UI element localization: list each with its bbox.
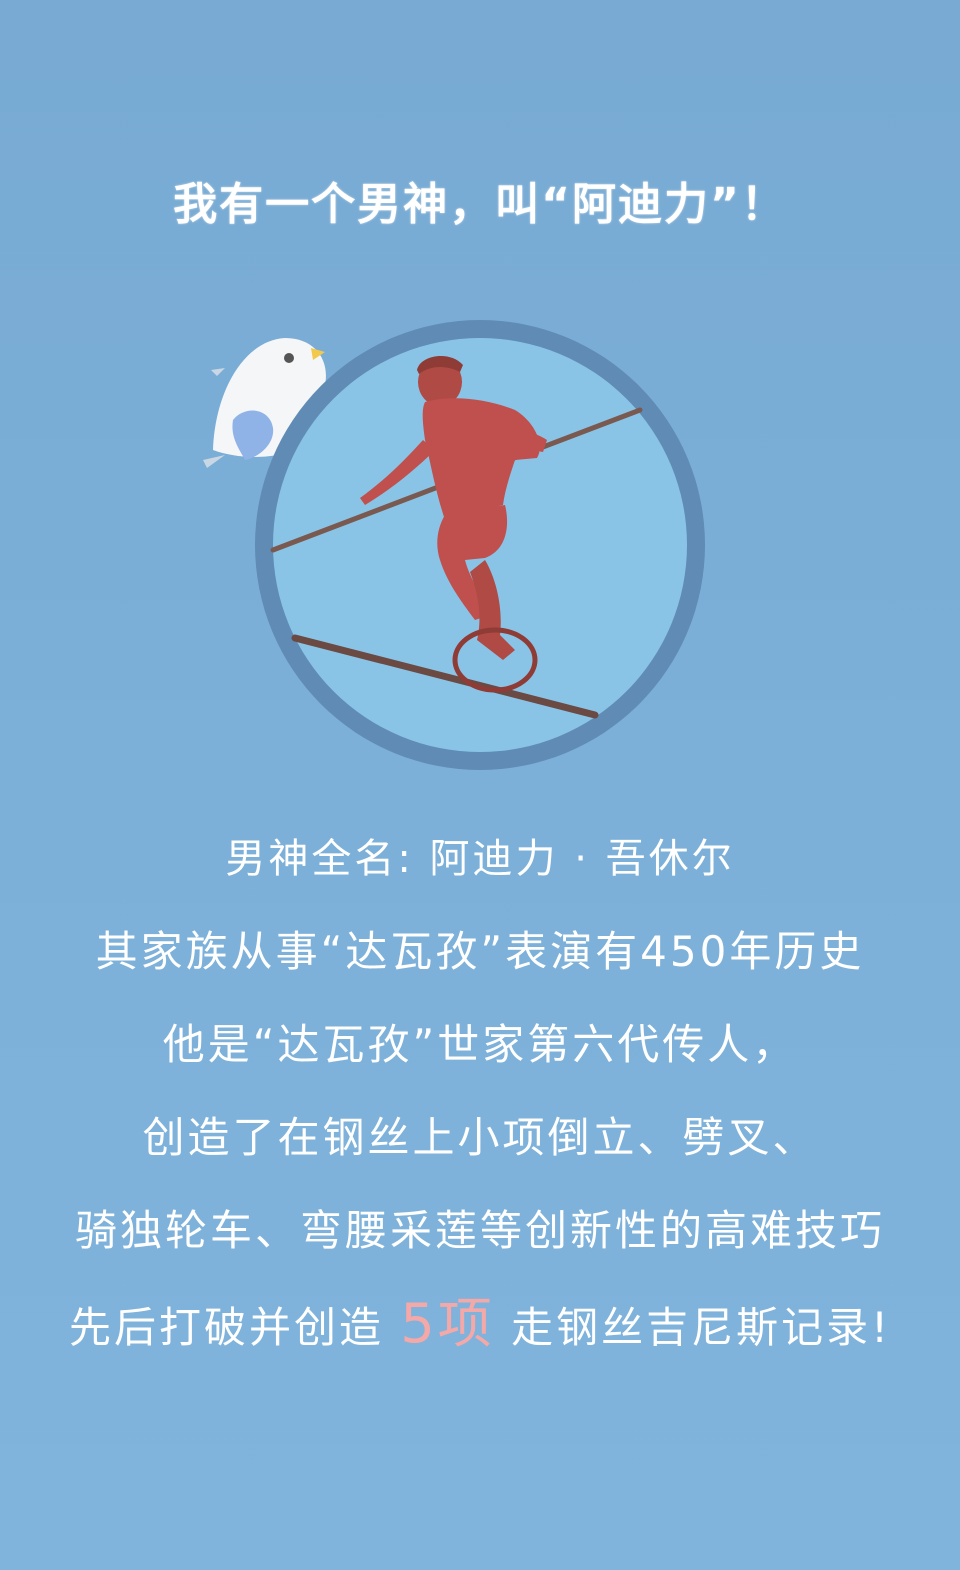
records-highlight: 5项 <box>400 1292 495 1355</box>
performer-figure <box>360 355 547 693</box>
name-line: 男神全名: 阿迪力 · 吾休尔 <box>225 836 735 882</box>
illustration <box>185 310 725 790</box>
records-text-before: 先后打破并创造 <box>69 1303 401 1352</box>
description: 男神全名: 阿迪力 · 吾休尔 其家族从事“达瓦孜”表演有450年历史 他是“达… <box>0 826 960 1384</box>
tightrope-wire <box>291 634 599 719</box>
records-line: 先后打破并创造 5项 走钢丝吉尼斯记录! <box>0 1291 960 1384</box>
heir-line: 他是“达瓦孜”世家第六代传人， <box>162 1020 798 1069</box>
records-text-after: 走钢丝吉尼斯记录! <box>494 1303 891 1352</box>
tricks-line-1: 创造了在钢丝上小项倒立、劈叉、 <box>142 1113 818 1162</box>
tricks-line-2: 骑独轮车、弯腰采莲等创新性的高难技巧 <box>74 1206 885 1255</box>
family-history-line: 其家族从事“达瓦孜”表演有450年历史 <box>95 927 865 976</box>
headline: 我有一个男神，叫“阿迪力”！ <box>173 179 787 230</box>
